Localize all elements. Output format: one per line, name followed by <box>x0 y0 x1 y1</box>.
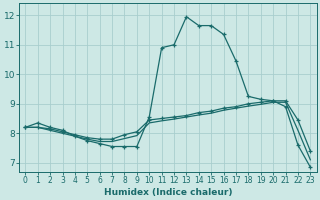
X-axis label: Humidex (Indice chaleur): Humidex (Indice chaleur) <box>104 188 232 197</box>
